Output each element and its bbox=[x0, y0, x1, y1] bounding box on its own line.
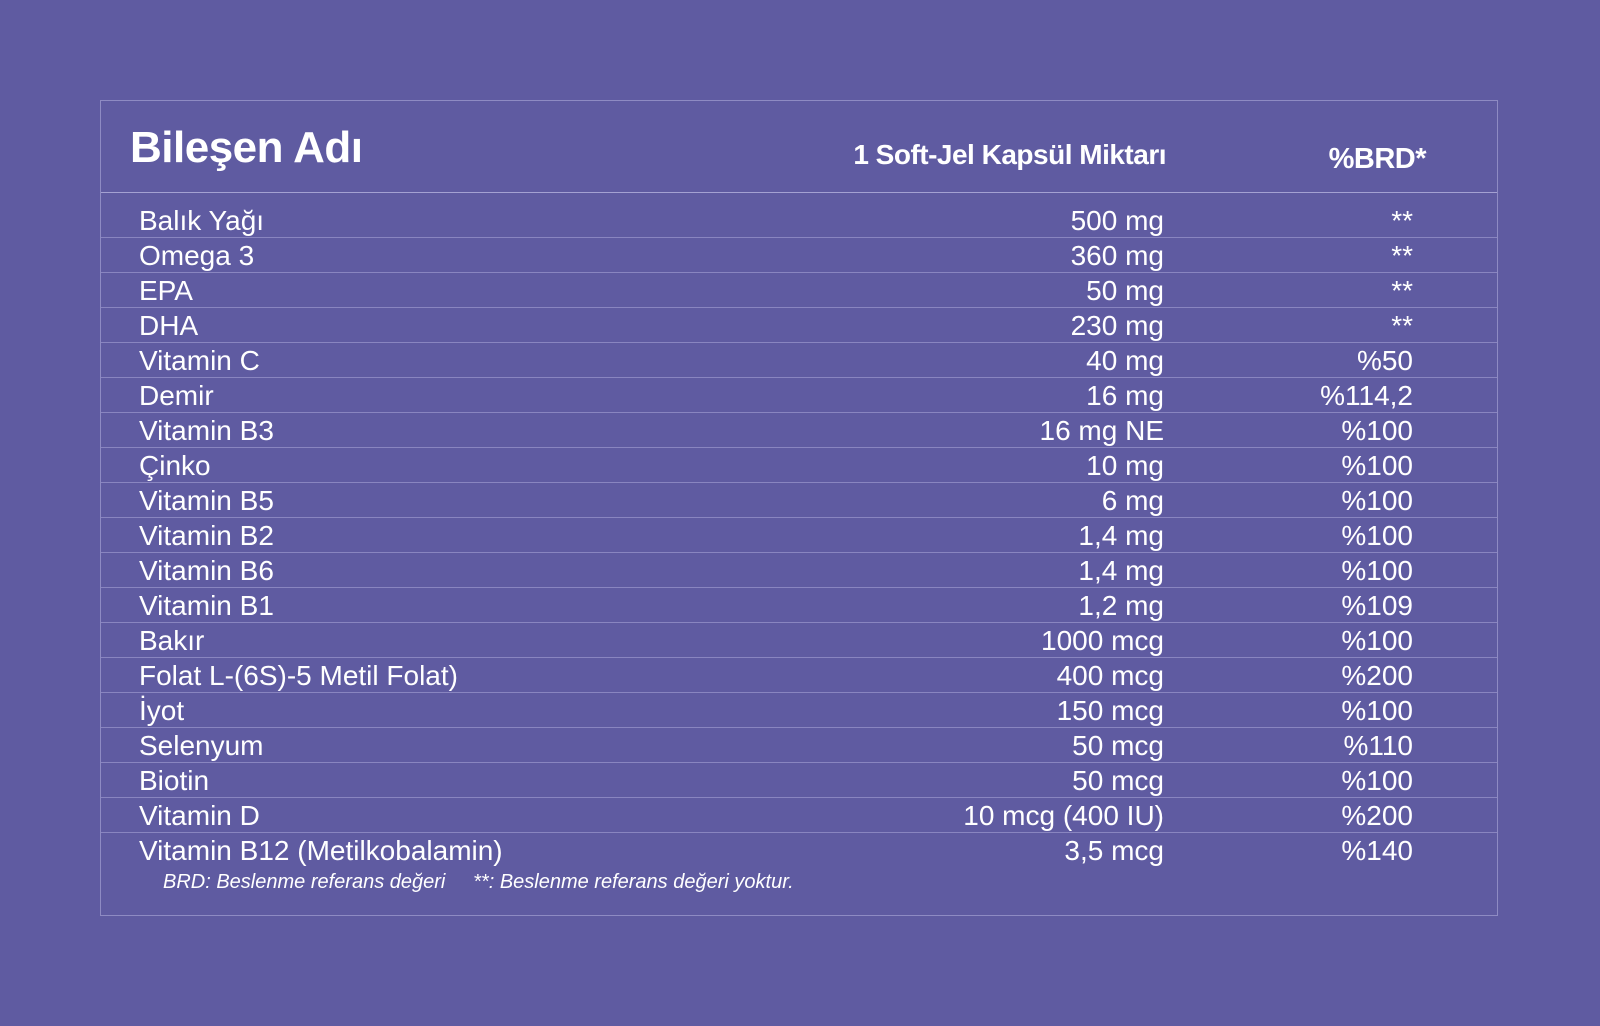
ingredient-brd: ** bbox=[1391, 205, 1413, 236]
header-ingredient-name: Bileşen Adı bbox=[130, 123, 363, 172]
table-row: DHA 230 mg ** bbox=[101, 308, 1497, 343]
header-amount: 1 Soft-Jel Kapsül Miktarı bbox=[853, 139, 1166, 170]
ingredient-amount: 230 mg bbox=[1070, 310, 1164, 341]
ingredient-name: İyot bbox=[139, 695, 185, 726]
ingredient-brd: %100 bbox=[1341, 625, 1413, 656]
ingredient-amount: 1000 mcg bbox=[1041, 625, 1164, 656]
ingredient-amount: 500 mg bbox=[1070, 205, 1164, 236]
header-brd: %BRD* bbox=[1328, 143, 1427, 175]
ingredient-name: Bakır bbox=[139, 625, 205, 656]
ingredient-amount: 150 mcg bbox=[1056, 695, 1164, 726]
ingredient-brd: %110 bbox=[1343, 730, 1413, 761]
ingredient-brd: ** bbox=[1391, 240, 1413, 271]
ingredient-name: Demir bbox=[139, 380, 214, 411]
table-row: Balık Yağı 500 mg ** bbox=[101, 203, 1497, 238]
ingredient-name: EPA bbox=[139, 275, 193, 306]
ingredient-brd: ** bbox=[1391, 310, 1413, 341]
table-row: Bakır 1000 mcg %100 bbox=[101, 623, 1497, 658]
ingredient-name: Çinko bbox=[139, 450, 211, 481]
table-row: Vitamin B3 16 mg NE %100 bbox=[101, 413, 1497, 448]
ingredient-name: Vitamin B3 bbox=[139, 415, 274, 446]
ingredient-amount: 1,2 mg bbox=[1078, 590, 1164, 621]
ingredient-name: Vitamin B6 bbox=[139, 555, 274, 586]
ingredient-name: Balık Yağı bbox=[139, 205, 265, 236]
ingredient-name: Vitamin B5 bbox=[139, 485, 274, 516]
ingredient-name: Vitamin B2 bbox=[139, 520, 274, 551]
ingredient-amount: 40 mg bbox=[1086, 345, 1164, 376]
ingredient-amount: 50 mcg bbox=[1072, 765, 1164, 796]
ingredient-amount: 1,4 mg bbox=[1078, 555, 1164, 586]
ingredient-amount: 50 mg bbox=[1086, 275, 1164, 306]
table-row: Vitamin B6 1,4 mg %100 bbox=[101, 553, 1497, 588]
ingredient-brd: %140 bbox=[1341, 835, 1413, 866]
table-row: İyot 150 mcg %100 bbox=[101, 693, 1497, 728]
ingredient-amount: 16 mg bbox=[1086, 380, 1164, 411]
table-row: Folat L-(6S)-5 Metil Folat) 400 mcg %200 bbox=[101, 658, 1497, 693]
ingredient-amount: 360 mg bbox=[1070, 240, 1164, 271]
ingredient-brd: %109 bbox=[1341, 590, 1413, 621]
ingredient-amount: 16 mg NE bbox=[1039, 415, 1165, 446]
ingredient-name: DHA bbox=[139, 310, 199, 341]
table-row: Omega 3 360 mg ** bbox=[101, 238, 1497, 273]
ingredient-brd: %200 bbox=[1341, 800, 1413, 831]
ingredient-brd: %100 bbox=[1341, 415, 1413, 446]
table-row: Demir 16 mg %114,2 bbox=[101, 378, 1497, 413]
ingredient-brd: ** bbox=[1391, 275, 1413, 306]
footnote: BRD: Beslenme referans değeri **: Beslen… bbox=[163, 871, 794, 893]
ingredient-amount: 3,5 mcg bbox=[1064, 835, 1164, 866]
ingredient-brd: %50 bbox=[1356, 345, 1413, 376]
ingredient-brd: %200 bbox=[1341, 660, 1413, 691]
ingredient-amount: 10 mg bbox=[1086, 450, 1164, 481]
table-row: Vitamin B2 1,4 mg %100 bbox=[101, 518, 1497, 553]
table-row: Çinko 10 mg %100 bbox=[101, 448, 1497, 483]
ingredient-brd: %100 bbox=[1341, 555, 1413, 586]
table-row: Vitamin D 10 mcg (400 IU) %200 bbox=[101, 798, 1497, 833]
ingredient-amount: 6 mg bbox=[1101, 485, 1164, 516]
ingredient-amount: 50 mcg bbox=[1072, 730, 1164, 761]
ingredient-brd: %100 bbox=[1341, 520, 1413, 551]
ingredient-name: Biotin bbox=[139, 765, 210, 796]
nutrition-table: Bileşen Adı 1 Soft-Jel Kapsül Miktarı %B… bbox=[100, 100, 1498, 916]
ingredient-brd: %100 bbox=[1341, 765, 1413, 796]
ingredient-name: Selenyum bbox=[139, 730, 264, 761]
table-row: Biotin 50 mcg %100 bbox=[101, 763, 1497, 798]
ingredient-name: Vitamin B1 bbox=[139, 590, 274, 621]
table-row: Vitamin B1 1,2 mg %109 bbox=[101, 588, 1497, 623]
ingredient-brd: %114,2 bbox=[1320, 380, 1413, 411]
ingredient-name: Omega 3 bbox=[139, 240, 255, 271]
ingredient-name: Vitamin B12 (Metilkobalamin) bbox=[139, 835, 503, 866]
ingredient-amount: 1,4 mg bbox=[1078, 520, 1164, 551]
ingredient-name: Folat L-(6S)-5 Metil Folat) bbox=[139, 660, 458, 691]
ingredient-name: Vitamin C bbox=[139, 345, 260, 376]
table-row: EPA 50 mg ** bbox=[101, 273, 1497, 308]
table-header: Bileşen Adı 1 Soft-Jel Kapsül Miktarı %B… bbox=[101, 101, 1497, 193]
table-row: Vitamin B5 6 mg %100 bbox=[101, 483, 1497, 518]
table-row: Vitamin C 40 mg %50 bbox=[101, 343, 1497, 378]
ingredient-brd: %100 bbox=[1341, 450, 1413, 481]
table-row: Selenyum 50 mcg %110 bbox=[101, 728, 1497, 763]
table-body: Balık Yağı 500 mg ** Omega 3 360 mg ** EPA 50 m… bbox=[101, 203, 1497, 868]
ingredient-amount: 10 mcg (400 IU) bbox=[963, 800, 1164, 831]
ingredient-name: Vitamin D bbox=[139, 800, 260, 831]
ingredient-amount: 400 mcg bbox=[1056, 660, 1164, 691]
ingredient-brd: %100 bbox=[1341, 485, 1413, 516]
ingredient-brd: %100 bbox=[1341, 695, 1413, 726]
table-row: Vitamin B12 (Metilkobalamin) 3,5 mcg %140 bbox=[101, 833, 1497, 868]
